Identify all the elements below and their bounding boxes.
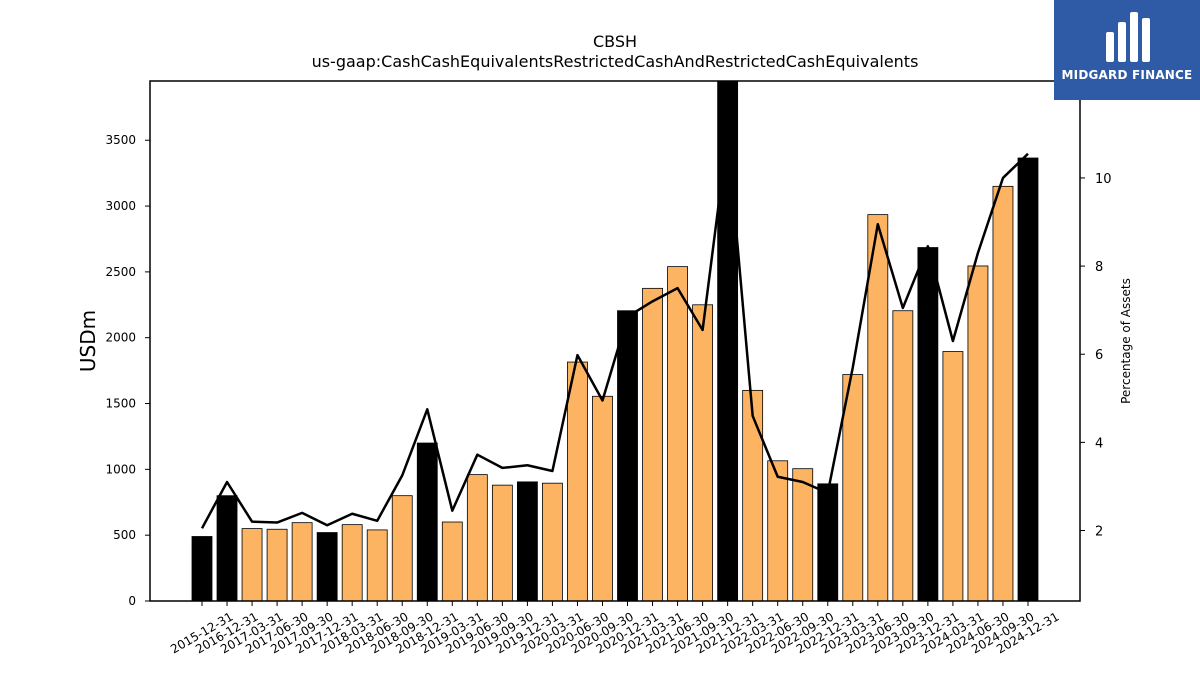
bar [742, 389, 764, 602]
bar [491, 484, 513, 602]
bar [817, 483, 839, 602]
bar [1017, 157, 1039, 602]
bar [266, 528, 288, 602]
logo-badge: MIDGARD FINANCE [1054, 0, 1200, 100]
left-axis-ticks: 0 500 1000 1500 2000 2500 3000 3500 [105, 133, 150, 608]
bar [191, 536, 213, 602]
bar [341, 524, 363, 602]
y-tick-label: 2500 [105, 265, 136, 279]
y2-tick-label: 2 [1095, 524, 1103, 539]
y2-tick-label: 8 [1095, 260, 1103, 275]
y-tick-label: 1500 [105, 397, 136, 411]
x-axis-ticks: 2015-12-312016-12-312017-03-312017-06-30… [168, 601, 1062, 656]
bar [516, 481, 538, 602]
bar [391, 495, 413, 602]
bar [291, 522, 313, 602]
bar [542, 482, 563, 602]
right-axis-ticks: 2 4 6 8 10 [1080, 172, 1112, 539]
bar [992, 185, 1014, 602]
bar [316, 532, 338, 602]
bar [592, 395, 613, 602]
bar [917, 247, 939, 602]
plot-area [150, 81, 1080, 601]
logo-text: MIDGARD FINANCE [1061, 68, 1193, 82]
axes-group [149, 80, 1081, 602]
bar [867, 214, 889, 602]
chart-subtitle: us-gaap:CashCashEquivalentsRestrictedCas… [311, 52, 919, 71]
bar [241, 528, 263, 602]
bar [717, 80, 739, 602]
bar [792, 468, 814, 602]
y-tick-label: 2000 [105, 331, 136, 345]
bar [441, 521, 463, 602]
bar [216, 495, 238, 602]
y-tick-label: 3000 [105, 199, 136, 213]
y-axis-label: USDm [76, 310, 100, 372]
y2-axis-label: Percentage of Assets [1119, 278, 1133, 404]
y-tick-label: 0 [128, 594, 136, 608]
bar [642, 287, 663, 602]
chart-title: CBSH [592, 32, 638, 51]
bars-group [191, 80, 1039, 602]
bar [466, 474, 488, 602]
y2-tick-label: 6 [1095, 348, 1103, 363]
bar [942, 351, 964, 602]
line-group [200, 132, 1029, 529]
y-tick-label: 500 [113, 528, 136, 542]
bar [667, 266, 688, 602]
bar [967, 265, 989, 602]
y2-tick-label: 4 [1095, 436, 1103, 451]
bar [617, 310, 638, 602]
y-tick-label: 1000 [105, 462, 136, 476]
bar [767, 460, 789, 602]
bar [692, 304, 714, 602]
percentage-line [200, 132, 1029, 529]
y2-tick-label: 10 [1095, 172, 1112, 187]
midgard-logo-icon [1106, 12, 1150, 62]
bar [567, 361, 588, 602]
plot-frame [149, 80, 1081, 602]
y-tick-label: 3500 [105, 133, 136, 147]
bar [416, 442, 438, 602]
bar [892, 310, 914, 602]
bar [366, 529, 388, 602]
